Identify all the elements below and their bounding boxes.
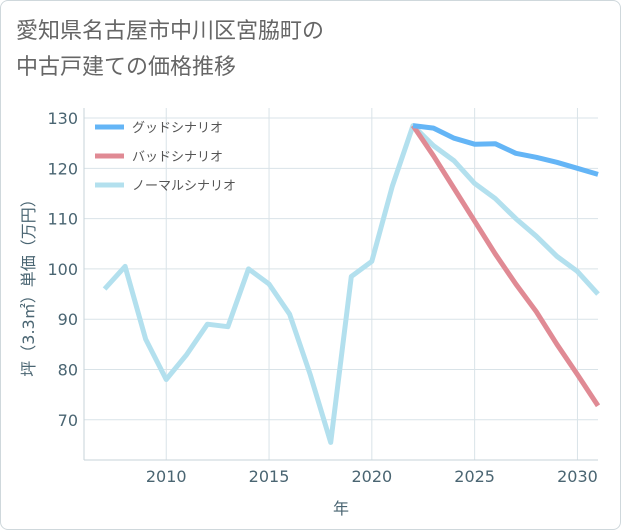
x-tick-label: 2025 (454, 467, 495, 486)
chart-title: 愛知県名古屋市中川区宮脇町の 中古戸建ての価格推移 (16, 14, 324, 86)
chart-title-line-2: 中古戸建ての価格推移 (16, 55, 237, 80)
y-tick-label: 70 (58, 411, 78, 430)
grid (84, 108, 598, 460)
y-tick-label: 130 (47, 109, 78, 128)
legend-label: バッドシナリオ (132, 150, 223, 165)
x-tick-label: 2020 (351, 467, 392, 486)
plot-frame (83, 108, 598, 461)
x-axis-label: 年 (333, 499, 349, 518)
y-tick-labels: 70 80 90 100 110 120 130 (47, 109, 78, 430)
series-line-1 (412, 123, 599, 177)
legend-label: ノーマルシナリオ (132, 179, 236, 194)
legend-label: グッドシナリオ (132, 121, 223, 136)
series-group (102, 123, 601, 445)
series-line-2 (410, 124, 601, 408)
y-tick-label: 110 (47, 210, 78, 229)
y-tick-label: 80 (58, 360, 78, 379)
chart-title-line-1: 愛知県名古屋市中川区宮脇町の (16, 19, 325, 44)
x-tick-label: 2030 (557, 467, 598, 486)
x-tick-label: 2010 (146, 467, 187, 486)
y-tick-label: 90 (58, 310, 78, 329)
series-line-3 (102, 123, 600, 445)
x-tick-label: 2015 (249, 467, 290, 486)
y-axis-label: 坪（3.3㎡）単価（万円） (19, 191, 38, 376)
x-tick-labels: 2010 2015 2020 2025 2030 (146, 467, 598, 486)
y-tick-label: 120 (47, 159, 78, 178)
y-tick-label: 100 (47, 260, 78, 279)
